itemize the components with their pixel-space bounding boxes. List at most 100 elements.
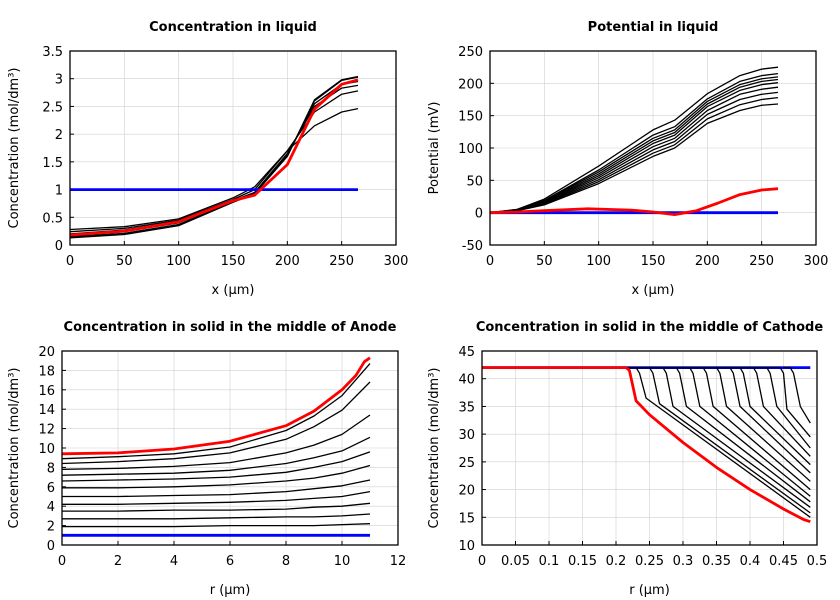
x-tick-label: 0.05 <box>501 554 530 569</box>
x-tick-label: 6 <box>226 554 234 569</box>
series-line-black <box>62 523 371 528</box>
x-tick-label: 200 <box>695 254 720 269</box>
y-tick-label: -50 <box>462 239 483 254</box>
x-tick-label: 50 <box>116 254 133 269</box>
x-tick-label: 4 <box>170 554 178 569</box>
y-tick-label: 1.5 <box>42 156 63 171</box>
series-line-black <box>61 436 371 476</box>
plot-frame <box>489 50 817 246</box>
x-tick-label: 0.15 <box>568 554 597 569</box>
x-tick-label: 0.2 <box>606 554 627 569</box>
y-axis-label: Potential (mV) <box>427 102 442 195</box>
x-axis-label: r (µm) <box>210 583 251 598</box>
y-tick-label: 15 <box>458 511 475 526</box>
chart-title: Concentration in liquid <box>149 20 317 35</box>
y-tick-label: 100 <box>458 142 483 157</box>
x-tick-label: 0 <box>478 554 486 569</box>
series-line-black <box>69 107 359 231</box>
series-line-red <box>489 187 779 216</box>
y-tick-label: 6 <box>47 481 55 496</box>
series-line-red <box>482 366 811 524</box>
chart-title: Concentration in solid in the middle of … <box>476 320 824 335</box>
chart-3: 0 2 4 6 8 10 12 0 2 4 6 8 10 12 14 16 18 20 Concentration … <box>7 320 406 598</box>
chart-title: Concentration in solid in the middle of … <box>64 320 397 335</box>
series-line-black <box>61 363 371 460</box>
y-tick-label: 1 <box>55 184 63 199</box>
y-tick-label: 50 <box>466 174 483 189</box>
x-axis-label: r (µm) <box>629 583 670 598</box>
chart-title: Potential in liquid <box>588 20 719 35</box>
series-line-red <box>69 78 359 237</box>
chart-2: 0 50 100 150 200 250 300-50050100150200250Pote… <box>427 20 828 298</box>
y-tick-label: 10 <box>458 539 475 554</box>
plot-frame <box>61 350 399 546</box>
x-tick-label: 150 <box>641 254 666 269</box>
plot-frame <box>69 50 397 246</box>
series-line-black <box>62 479 371 498</box>
y-tick-label: 250 <box>458 45 483 60</box>
y-tick-label: 20 <box>458 484 475 499</box>
x-tick-label: 100 <box>166 254 191 269</box>
y-tick-label: 4 <box>47 500 55 515</box>
x-tick-label: 250 <box>329 254 354 269</box>
series-line-black <box>489 66 779 214</box>
series-line-black <box>61 381 371 465</box>
y-tick-label: 14 <box>38 403 55 418</box>
y-tick-label: 2 <box>55 128 63 143</box>
y-tick-label: 0 <box>47 539 55 554</box>
x-tick-label: 0.45 <box>769 554 798 569</box>
x-tick-label: 50 <box>536 254 553 269</box>
y-tick-label: 25 <box>458 456 475 471</box>
y-tick-label: 0.5 <box>42 211 63 226</box>
series-line-black <box>62 490 371 505</box>
y-tick-label: 35 <box>458 400 475 415</box>
y-tick-label: 8 <box>47 461 55 476</box>
series-line-red <box>61 356 371 456</box>
x-tick-label: 0.5 <box>807 554 828 569</box>
x-axis-label: x (µm) <box>212 283 255 298</box>
series-line-black <box>69 76 359 238</box>
series-line-black <box>783 366 811 424</box>
x-tick-label: 8 <box>282 554 290 569</box>
y-tick-label: 40 <box>458 373 475 388</box>
series-line-black <box>61 451 371 482</box>
x-tick-label: 10 <box>334 554 351 569</box>
chart-1: 0 50 100 150 200 250 300 0 0.5 1 1.5 2 2.5 3 3.5 Concen… <box>7 20 408 298</box>
x-tick-label: 0 <box>66 254 74 269</box>
x-tick-label: 100 <box>586 254 611 269</box>
x-tick-label: 2 <box>114 554 122 569</box>
x-tick-label: 0.4 <box>740 554 761 569</box>
x-tick-label: 300 <box>384 254 409 269</box>
series-line-black <box>61 414 371 470</box>
x-tick-label: 200 <box>275 254 300 269</box>
chart-4: 0 0.05 0.1 0.15 0.2 0.25 0.3 0.35 0.4 0.45 0.5 10 15… <box>427 320 827 598</box>
series-line-black <box>62 502 371 512</box>
y-tick-label: 45 <box>458 345 475 360</box>
y-tick-label: 10 <box>38 442 55 457</box>
x-tick-label: 250 <box>749 254 774 269</box>
series-line-black <box>69 80 359 237</box>
x-tick-label: 0.1 <box>539 554 560 569</box>
y-tick-label: 0 <box>475 207 483 222</box>
x-tick-label: 150 <box>221 254 246 269</box>
y-tick-label: 12 <box>38 423 55 438</box>
y-tick-label: 16 <box>38 384 55 399</box>
x-tick-label: 12 <box>390 554 407 569</box>
series-line-black <box>62 464 371 489</box>
y-tick-label: 150 <box>458 110 483 125</box>
x-tick-label: 0 <box>58 554 66 569</box>
plot-frame <box>481 350 818 546</box>
y-axis-label: Concentration (mol/dm³) <box>427 368 442 529</box>
y-tick-label: 0 <box>55 239 63 254</box>
y-tick-label: 3.5 <box>42 45 63 60</box>
series-line-black <box>622 366 811 438</box>
y-tick-label: 20 <box>38 345 55 360</box>
y-tick-label: 2.5 <box>42 100 63 115</box>
y-axis-label: Concentration (mol/dm³) <box>7 368 22 529</box>
x-tick-label: 300 <box>804 254 829 269</box>
y-tick-label: 30 <box>458 428 475 443</box>
x-tick-label: 0.35 <box>702 554 731 569</box>
y-tick-label: 18 <box>38 364 55 379</box>
x-tick-label: 0 <box>486 254 494 269</box>
series-line-black <box>489 78 779 214</box>
